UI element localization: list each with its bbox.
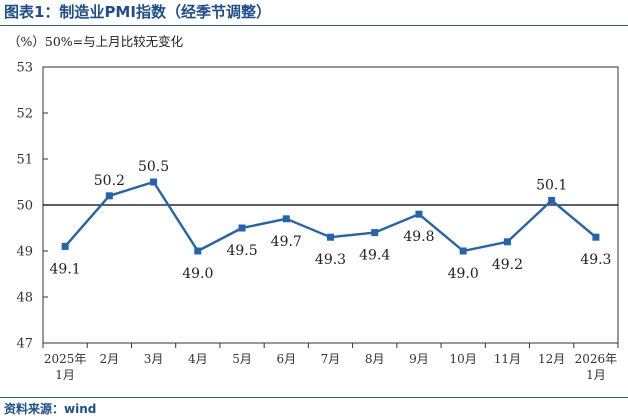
chart-title: 图表1：制造业PMI指数（经季节调整）	[4, 3, 271, 21]
data-point	[371, 229, 379, 237]
data-point	[592, 233, 600, 241]
x-tick-label: 8月	[365, 352, 385, 366]
x-tick-label: 9月	[409, 352, 429, 366]
x-tick-label: 2月	[100, 352, 120, 366]
data-label: 49.2	[492, 257, 523, 273]
x-tick-label: 5月	[232, 352, 252, 366]
y-tick-label: 53	[16, 61, 33, 76]
data-point	[282, 215, 290, 223]
y-tick-label: 50	[16, 199, 33, 214]
data-label: 49.8	[403, 229, 434, 245]
data-point	[61, 242, 69, 250]
x-axis-ticks: 2025年 1月 2月 3月 4月 5月 6月 7月 8月 9月 10月 11月 12月 2026年 1月	[42, 343, 619, 382]
data-label: 49.7	[271, 234, 302, 250]
y-tick-label: 49	[16, 245, 33, 260]
data-point	[459, 247, 467, 255]
data-point	[238, 224, 246, 232]
data-point	[194, 247, 202, 255]
data-label: 50.5	[138, 159, 169, 175]
source-note: 资料来源：wind	[4, 402, 97, 416]
data-label: 49.0	[182, 266, 213, 282]
y-tick-label: 52	[16, 107, 33, 122]
data-label: 49.0	[448, 266, 479, 282]
data-label-layer: 49.1 50.2 50.5 49.0 49.5 49.7 49.3 49.4 49.8 49.0…	[50, 159, 612, 282]
x-tick-label: 11月	[494, 352, 521, 366]
data-label: 49.3	[580, 252, 611, 268]
x-tick-label: 4月	[188, 352, 208, 366]
x-tick-label: 2025年 1月	[44, 352, 87, 382]
source-divider	[0, 397, 628, 398]
x-tick-label: 12月	[538, 352, 565, 366]
data-label: 49.5	[226, 243, 257, 259]
y-tick-label: 51	[16, 153, 33, 168]
series-layer	[61, 178, 600, 255]
data-label: 50.1	[536, 177, 567, 193]
x-tick-label: 6月	[276, 352, 296, 366]
data-point	[415, 210, 423, 218]
data-label: 50.2	[94, 173, 125, 189]
y-axis-ticks: 47 48 49 50 51 52 53	[16, 61, 48, 352]
data-label: 49.1	[50, 261, 81, 277]
data-point	[150, 178, 158, 186]
data-point	[503, 238, 511, 246]
data-label: 49.3	[315, 252, 346, 268]
y-tick-label: 48	[16, 291, 33, 306]
x-tick-label: 7月	[321, 352, 341, 366]
title-divider	[0, 25, 628, 26]
data-label: 49.4	[359, 248, 390, 264]
y-tick-label: 47	[16, 337, 33, 352]
x-tick-label: 2026年 1月	[575, 352, 618, 382]
x-tick-label: 10月	[450, 352, 477, 366]
data-point	[548, 196, 556, 204]
data-point	[327, 233, 334, 241]
x-tick-label: 3月	[144, 352, 164, 366]
data-point	[105, 192, 113, 200]
chart-subtitle: （%）50%=与上月比较无变化	[8, 34, 184, 49]
